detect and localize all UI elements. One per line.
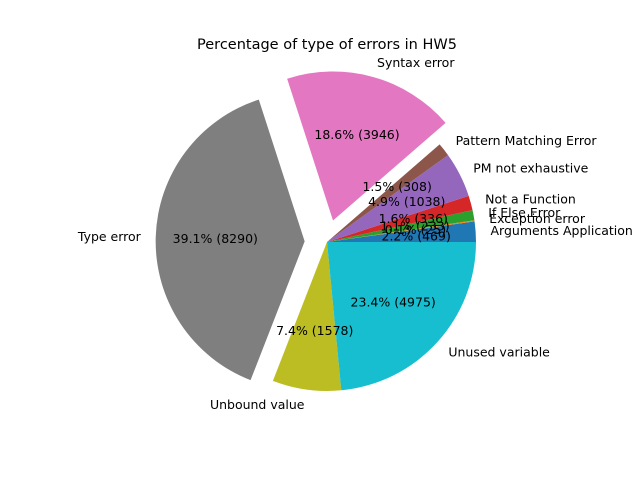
pie-slice-pattern-matching-error [327,144,449,242]
pie-slice-pm-not-exhaustive [327,155,469,242]
pie-slice-if-else-error [327,210,475,242]
slice-percent-label: 7.4% (1578) [276,323,353,338]
chart-title: Percentage of type of errors in HW5 [197,37,457,53]
pie-slice-unused-variable [327,242,476,391]
slice-percent-label: 1.6% (336) [379,211,448,226]
slice-percent-label: 39.1% (8290) [173,231,258,246]
pie-slice-exception-error [327,220,475,242]
pie-slice-syntax-error [287,71,446,221]
slice-label: Not a Function [485,192,576,207]
slice-label: Arguments Application [491,223,633,238]
pie-labels: 2.2% (469)0.1% (25)1.1% (233)1.6% (336) 4… [77,55,633,412]
slice-label: Type error [77,229,142,244]
pie-slice-type-error [155,99,305,381]
slice-label: Unbound value [210,397,305,412]
slice-label: Unused variable [448,345,550,360]
slice-percent-label: 4.9% (1038) [368,194,445,209]
slice-percent-label: 18.6% (3946) [314,127,399,142]
slice-label: If Else Error [488,205,561,220]
slice-percent-label: 1.5% (308) [362,179,431,194]
slice-label: Exception error [489,211,586,226]
slice-percent-label: 23.4% (4975) [351,295,436,310]
pie-slice-unbound-value [272,242,342,391]
pie-slices [155,71,476,391]
slice-percent-label: 1.1% (233) [380,218,449,233]
pie-slice-not-a-function [327,195,473,242]
slice-percent-label: 2.2% (469) [382,228,451,243]
pie-slice-arguments-application [327,221,476,242]
slice-label: PM not exhaustive [473,160,588,175]
slice-label: Pattern Matching Error [456,133,598,148]
slice-label: Syntax error [377,55,455,70]
slice-percent-label: 0.1% (25) [385,222,446,237]
